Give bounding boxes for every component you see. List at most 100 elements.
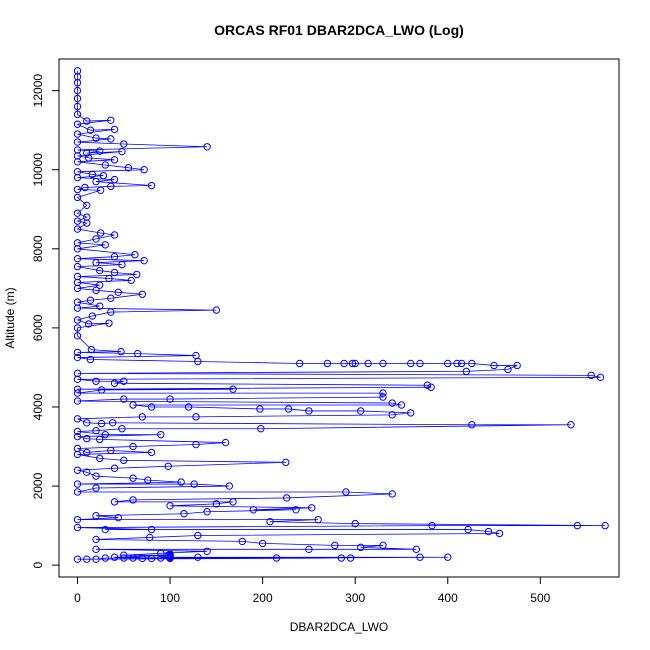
data-point bbox=[388, 490, 396, 498]
data-point bbox=[107, 135, 115, 143]
data-point bbox=[97, 419, 106, 428]
data-point bbox=[73, 254, 82, 263]
data-point bbox=[110, 231, 119, 239]
data-point bbox=[238, 537, 246, 546]
y-axis: 0 2000 4000 6000 8000 10000 12000 bbox=[31, 74, 60, 568]
data-point bbox=[73, 397, 82, 405]
data-point bbox=[110, 156, 119, 164]
data-point bbox=[92, 235, 100, 243]
data-point bbox=[192, 413, 200, 421]
data-point bbox=[73, 158, 82, 166]
data-point bbox=[194, 357, 202, 366]
data-point bbox=[73, 209, 82, 217]
data-point bbox=[83, 419, 91, 427]
data-point bbox=[601, 521, 609, 530]
data-point bbox=[348, 359, 357, 368]
data-point bbox=[107, 116, 115, 124]
data-point bbox=[83, 468, 91, 476]
x-axis-label: DBAR2DCA_LWO bbox=[290, 620, 388, 634]
data-point bbox=[490, 361, 498, 370]
data-point bbox=[107, 446, 115, 455]
data-point bbox=[138, 290, 147, 298]
data-point bbox=[88, 170, 97, 179]
data-point bbox=[73, 555, 82, 563]
data-point bbox=[146, 533, 154, 542]
data-point bbox=[342, 488, 350, 496]
data-point bbox=[346, 554, 355, 562]
data-point bbox=[92, 377, 100, 385]
data-point bbox=[73, 432, 82, 441]
data-point bbox=[92, 286, 100, 295]
x-tick-label: 500 bbox=[530, 591, 550, 605]
data-point bbox=[221, 438, 230, 447]
data-point bbox=[92, 426, 100, 435]
data-point bbox=[120, 551, 128, 559]
data-point bbox=[225, 482, 234, 490]
data-point bbox=[83, 555, 91, 563]
data-point bbox=[166, 395, 174, 403]
data-point bbox=[101, 554, 109, 562]
data-point bbox=[96, 454, 104, 463]
data-point bbox=[180, 510, 188, 518]
data-point bbox=[305, 545, 313, 554]
data-point bbox=[83, 219, 91, 227]
y-tick-label: 12000 bbox=[31, 74, 45, 108]
data-point bbox=[120, 395, 128, 403]
data-point bbox=[357, 407, 365, 415]
data-point bbox=[194, 531, 202, 540]
data-point bbox=[73, 120, 82, 128]
data-point bbox=[295, 359, 304, 368]
x-tick-label: 0 bbox=[74, 591, 81, 605]
series-line bbox=[76, 70, 606, 560]
data-point bbox=[203, 143, 211, 151]
data-point bbox=[92, 484, 100, 492]
data-point bbox=[73, 225, 82, 233]
data-point bbox=[124, 164, 133, 172]
data-point bbox=[164, 462, 172, 470]
data-point bbox=[464, 525, 472, 534]
data-point bbox=[73, 348, 82, 357]
data-point bbox=[120, 554, 128, 562]
data-point bbox=[147, 181, 156, 190]
data-point bbox=[331, 541, 339, 550]
x-axis: 0 100 200 300 400 500 bbox=[74, 576, 551, 605]
data-point bbox=[73, 427, 82, 436]
data-point bbox=[203, 508, 211, 516]
data-point bbox=[73, 415, 82, 423]
data-point bbox=[379, 541, 387, 550]
series-layer bbox=[73, 67, 609, 563]
data-point bbox=[73, 375, 82, 383]
data-point bbox=[83, 448, 91, 457]
data-point bbox=[131, 251, 139, 259]
data-point bbox=[258, 539, 267, 548]
data-point bbox=[73, 79, 82, 87]
data-point bbox=[110, 125, 119, 134]
data-point bbox=[86, 126, 95, 134]
data-point bbox=[118, 425, 126, 433]
data-point bbox=[157, 549, 165, 557]
data-point bbox=[192, 440, 200, 449]
data-point bbox=[83, 201, 91, 210]
data-point bbox=[73, 304, 82, 312]
data-point bbox=[284, 405, 293, 413]
data-point bbox=[73, 515, 82, 524]
data-point bbox=[73, 138, 82, 146]
data-point bbox=[96, 147, 104, 155]
data-point bbox=[73, 86, 82, 95]
data-point bbox=[88, 312, 97, 320]
data-point bbox=[282, 458, 290, 467]
data-point bbox=[412, 545, 420, 554]
y-tick-label: 2000 bbox=[31, 472, 45, 499]
data-point bbox=[256, 405, 264, 413]
data-point bbox=[118, 260, 126, 269]
data-point bbox=[567, 421, 575, 429]
data-point bbox=[92, 177, 100, 186]
data-point bbox=[133, 349, 142, 358]
data-point bbox=[110, 253, 119, 261]
data-point bbox=[129, 474, 137, 482]
data-point bbox=[495, 529, 504, 538]
data-point bbox=[212, 500, 221, 508]
data-point bbox=[120, 140, 128, 148]
x-tick-label: 100 bbox=[160, 591, 180, 605]
